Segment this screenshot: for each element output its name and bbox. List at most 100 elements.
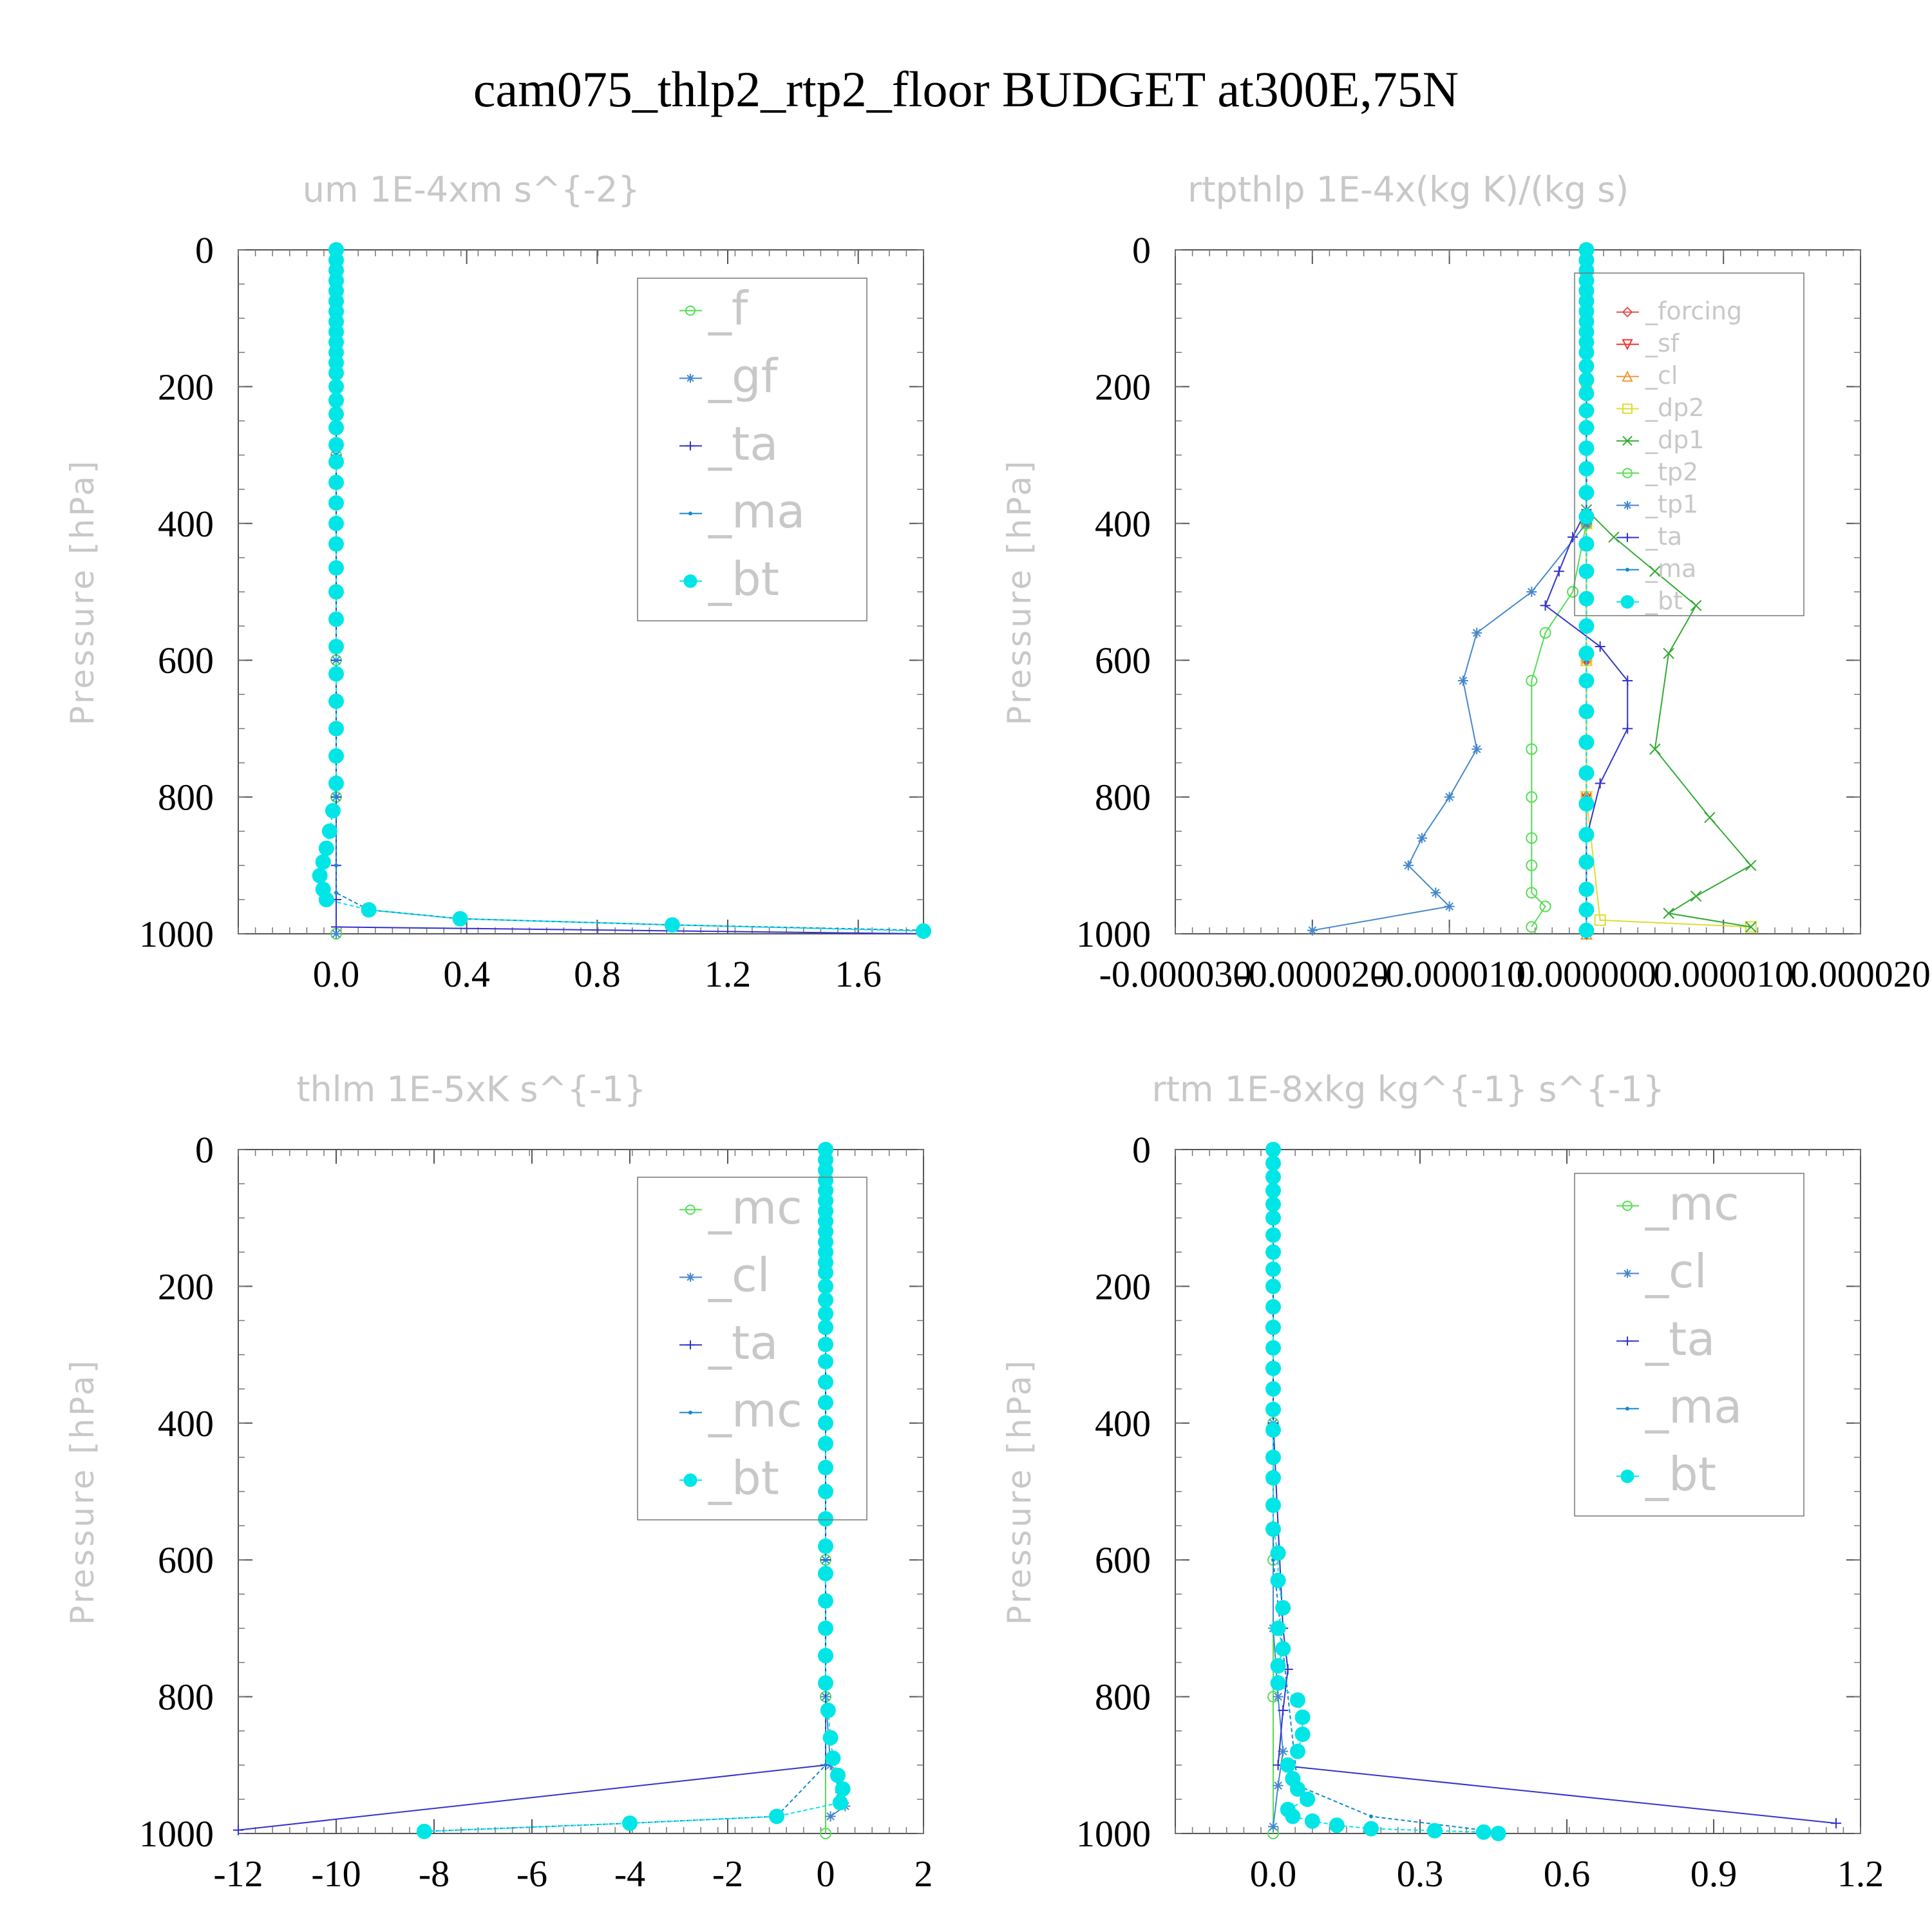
figure-title: cam075_thlp2_rtp2_floor BUDGET at300E,75… [473,61,1459,117]
data-point [1457,676,1468,687]
data-point [1265,1244,1281,1260]
data-point [1578,420,1595,436]
y-tick-label: 0 [1132,1129,1151,1171]
data-point [1578,827,1595,843]
y-tick-label: 1000 [139,913,214,955]
data-point [328,693,344,709]
data-point [1268,1821,1278,1832]
panel-title: thlm 1E-5xK s^{-1} [296,1069,646,1110]
x-tick-label: 1.2 [705,953,752,995]
y-tick-label: 200 [1095,1265,1151,1307]
legend-label: _bt [708,552,779,606]
y-axis-label: Pressure [hPa] [64,1358,101,1625]
data-point [1578,734,1595,750]
data-point [1444,791,1455,802]
data-point [1307,925,1318,936]
series-line [424,1150,844,1832]
legend-marker [1622,468,1633,478]
x-tick-label: 0.8 [574,953,621,995]
data-point [334,658,338,663]
x-tick-label: 0.3 [1397,1853,1444,1895]
data-point [1270,1545,1286,1561]
y-tick-label: 400 [1095,503,1151,545]
legend-marker [685,1204,696,1215]
legend-label: _forcing [1645,297,1742,325]
y-tick-label: 400 [158,503,214,545]
data-point [1265,1401,1281,1417]
data-point [1578,372,1595,388]
y-tick-label: 200 [158,366,214,408]
legend-box [1574,1173,1804,1517]
data-point [1472,744,1482,755]
data-point [818,1538,833,1554]
data-point [1578,564,1595,580]
data-point [1430,887,1441,898]
data-point [820,1828,831,1839]
legend-label: _ta [708,417,778,471]
legend-label: _tp2 [1645,458,1698,486]
x-tick-label: 0.0 [313,953,360,995]
data-point [1265,1449,1281,1465]
legend-label: _gf [708,349,779,403]
legend-marker [1623,500,1632,510]
x-tick-label: 1.6 [835,953,882,995]
data-point [1578,536,1595,552]
data-point [312,867,328,884]
data-point [1608,531,1620,543]
legend-marker [1622,435,1633,446]
legend-marker [686,1340,695,1350]
panel-title: rtpthlp 1E-4x(kg K)/(kg s) [1188,169,1629,210]
series-line [319,250,924,932]
y-axis-label: Pressure [hPa] [1001,1358,1038,1625]
data-point [1578,765,1595,781]
series-line [336,250,924,934]
legend-label: _mc [1645,1177,1739,1231]
legend-label: _mc [708,1180,802,1235]
panel-thlm: thlm 1E-5xK s^{-1} Pressure [hPa] 0 200 400 6… [64,1069,933,1895]
x-tick-label: -2 [712,1853,743,1895]
data-point [1285,1808,1301,1824]
data-point [1578,796,1595,812]
data-point [1265,1470,1281,1486]
legend-marker [1623,533,1632,542]
data-point [1567,586,1579,598]
legend-marker [1622,370,1633,382]
data-point [1553,566,1564,577]
data-point [1300,1791,1316,1807]
data-point [328,775,344,791]
data-point [1745,860,1757,871]
data-point [1578,673,1595,689]
legend-marker [1622,339,1633,350]
y-tick-label: 400 [1095,1403,1151,1444]
data-point [824,1763,828,1767]
data-point [1304,1813,1320,1829]
data-point [1578,460,1595,477]
data-point [452,911,468,927]
data-point [328,475,344,491]
x-tick-label: 0.4 [443,953,490,995]
data-point [1270,1675,1286,1691]
y-tick-label: 400 [158,1403,214,1444]
data-point [1280,1757,1296,1773]
data-point [328,392,344,408]
series-line [1273,1150,1837,1824]
y-tick-label: 600 [158,639,214,681]
y-tick-label: 800 [158,777,214,819]
y-tick-label: 1000 [139,1813,214,1855]
panel-rtpthlp: rtpthlp 1E-4x(kg K)/(kg s) Pressure [hPa]… [1001,169,1931,995]
y-tick-label: 0 [1132,229,1151,271]
y-tick-label: 800 [1095,777,1151,819]
y-tick-label: 600 [1095,639,1151,681]
data-point [1290,1743,1305,1759]
x-tick-label: 0.000020 [1790,953,1931,995]
data-point [1265,1340,1281,1356]
data-point [328,420,344,436]
data-point [818,1374,833,1390]
legend-label: _ta [708,1316,778,1370]
data-point [1265,1261,1281,1277]
legend-label: _tp1 [1645,490,1698,518]
data-point [1567,532,1578,543]
data-point [328,721,344,737]
y-tick-label: 200 [158,1265,214,1307]
data-point [818,1675,833,1691]
